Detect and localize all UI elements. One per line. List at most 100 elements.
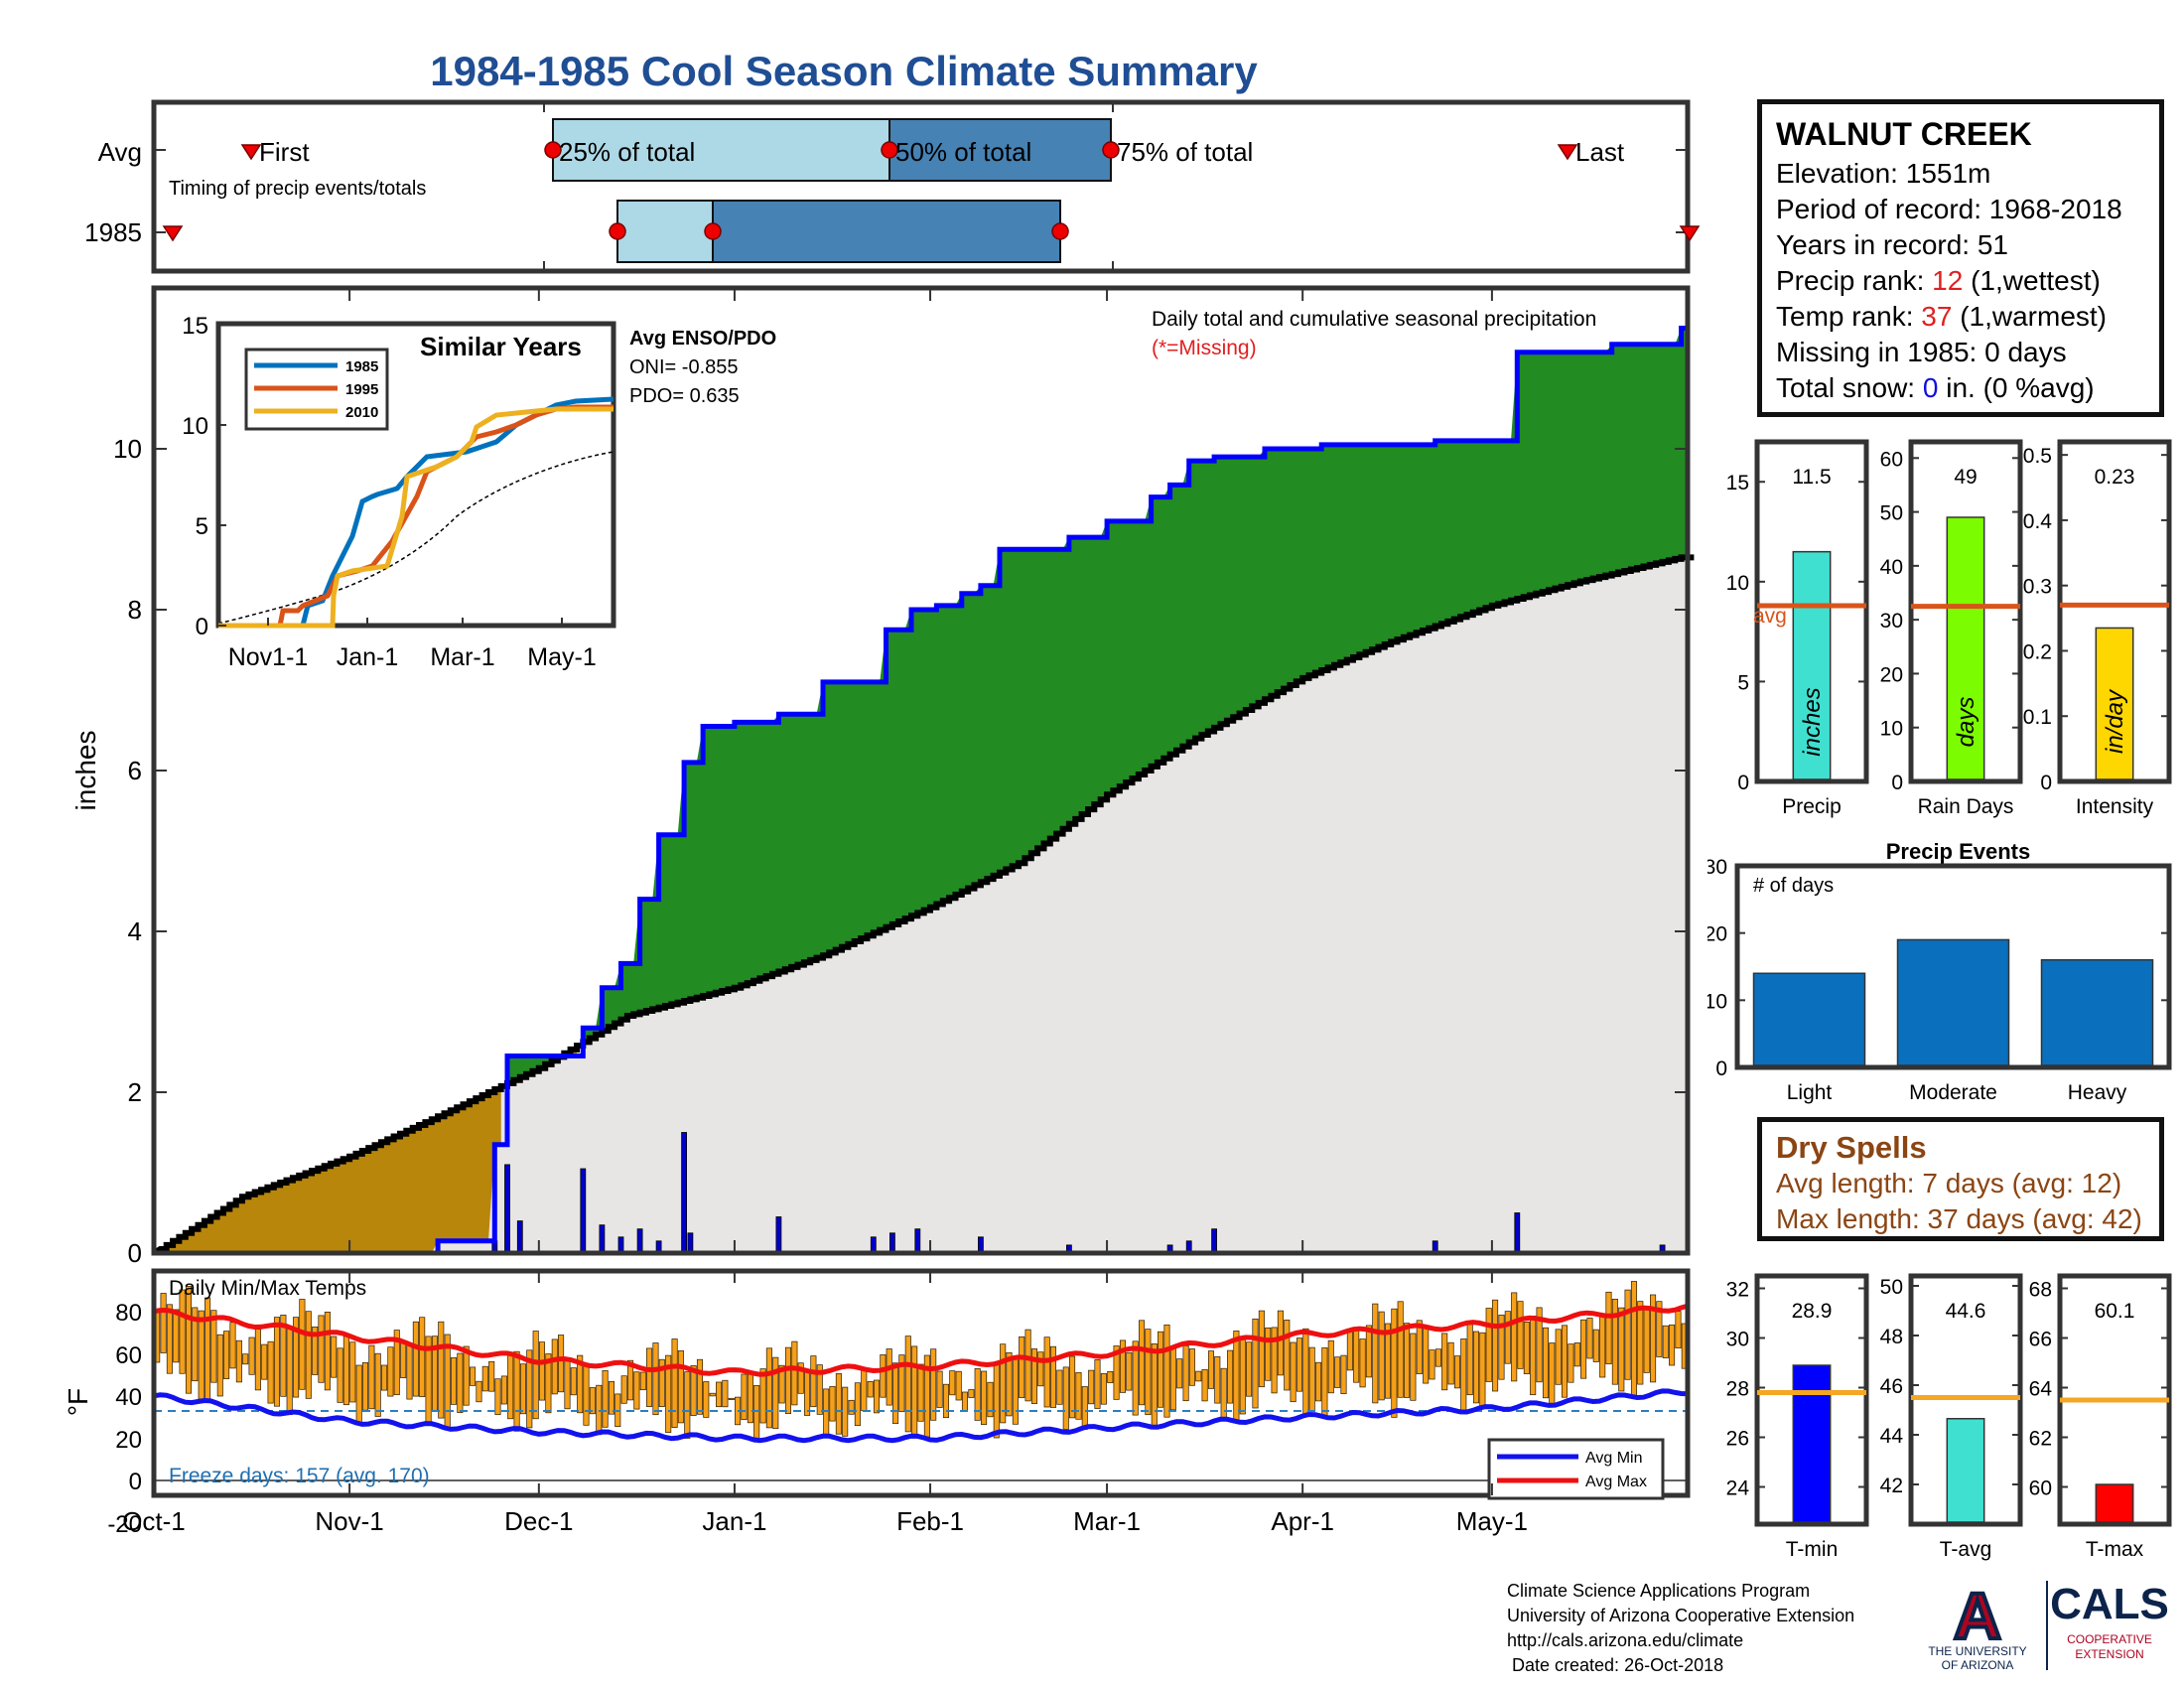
- daily-temp-bar: [848, 1399, 855, 1415]
- daily-temp-bar: [1378, 1311, 1385, 1401]
- daily-total-note: Daily total and cumulative seasonal prec…: [1152, 308, 1596, 331]
- daily-temp-bar: [374, 1352, 381, 1417]
- daily-temp-bar: [1404, 1323, 1411, 1398]
- events-category: Moderate: [1909, 1081, 1997, 1104]
- timing-p25-label: 25% of total: [559, 137, 695, 167]
- daily-temp-bar: [1561, 1325, 1569, 1398]
- daily-temp-bar: [759, 1368, 766, 1424]
- total-snow: Total snow: 0 in. (0 %avg): [1776, 370, 2145, 406]
- daily-temp-bar: [981, 1370, 988, 1425]
- tavg-chart: 42 44 46 48 50 44.6 T-avg: [1880, 1273, 2023, 1561]
- cumulative-1985-line: [154, 326, 1688, 1256]
- daily-precip-bar: [775, 1216, 782, 1254]
- intensity-chart-tick: 0.4: [2023, 510, 2053, 533]
- avg-25-50-box: [552, 118, 890, 182]
- daily-temp-bar: [873, 1379, 881, 1414]
- missing-note: (*=Missing): [1152, 337, 1257, 359]
- daily-temp-bar: [248, 1336, 255, 1375]
- precip-total-chart: 0 5 10 15 avg 11.5 inches Precip: [1726, 439, 1869, 818]
- credit-line: Date created: 26-Oct-2018: [1507, 1655, 1724, 1675]
- daily-temp-bar: [898, 1354, 905, 1413]
- daily-temp-bar: [273, 1317, 281, 1407]
- precip-total-chart-tick: 0: [1737, 772, 1749, 794]
- tmin-chart-tick: 30: [1726, 1329, 1749, 1351]
- events-ytick: 20: [1707, 923, 1727, 946]
- ua-a-logo-icon: A: [1954, 1579, 2001, 1652]
- daily-temp-bar: [968, 1389, 975, 1398]
- y1985-p75-dot: [1051, 222, 1069, 240]
- timing-panel: Avg 1985 First 25% of total 50% of total…: [84, 99, 1701, 274]
- daily-temp-bar: [1321, 1347, 1328, 1416]
- precip-rank-prefix: Precip rank:: [1776, 265, 1933, 296]
- daily-temp-bar: [829, 1385, 836, 1422]
- daily-temp-bar: [716, 1381, 723, 1408]
- daily-temp-bar: [1523, 1322, 1530, 1374]
- tmax-chart-tick: 64: [2029, 1378, 2053, 1401]
- daily-temp-bar: [361, 1361, 369, 1411]
- daily-temp-bar: [1043, 1336, 1050, 1408]
- temp-rank-prefix: Temp rank:: [1776, 301, 1922, 332]
- daily-temp-bar: [1643, 1308, 1650, 1373]
- elevation: Elevation: 1551m: [1776, 158, 1991, 189]
- daily-temp-bar: [507, 1351, 514, 1420]
- tavg-chart-tick: 48: [1880, 1326, 1903, 1348]
- month-x-ticks: Oct-1 Nov-1 Dec-1 Jan-1 Feb-1 Mar-1 Apr-1 May-1: [122, 288, 1528, 1536]
- cals-line1: COOPERATIVE: [2067, 1632, 2152, 1646]
- rain-days-chart: 0 10 20 30 40 50 60 49 days Rain Days: [1880, 439, 2023, 818]
- daily-temp-bar: [911, 1345, 918, 1437]
- daily-temp-bar: [318, 1315, 325, 1383]
- daily-temp-bar: [671, 1338, 678, 1428]
- daily-temp-bar: [1384, 1323, 1392, 1399]
- daily-temp-bar: [299, 1299, 306, 1390]
- daily-temp-bar: [1019, 1336, 1025, 1398]
- daily-temp-bar: [1100, 1373, 1107, 1405]
- precip-total-chart-unit: inches: [1799, 687, 1826, 756]
- daily-temp-bar: [1258, 1310, 1265, 1388]
- daily-temp-bar: [179, 1289, 186, 1374]
- daily-temp-bar: [205, 1297, 211, 1401]
- side-charts-svg: 0 5 10 15 avg 11.5 inches Precip 0 10 20 30 40 50 60 49…: [1707, 439, 2172, 1561]
- daily-temp-bar: [842, 1386, 849, 1437]
- precip-rank-value: 12: [1932, 265, 1964, 296]
- daily-temp-bar: [1416, 1320, 1423, 1374]
- daily-temp-bar: [254, 1329, 261, 1391]
- ua-cals-logo: A THE UNIVERSITY OF ARIZONA CALS COOPERA…: [1928, 1577, 2169, 1672]
- station-info-box: WALNUT CREEK Elevation: 1551m Period of …: [1757, 99, 2164, 417]
- rain-days-chart-tick: 30: [1880, 610, 1903, 633]
- daily-temp-bar: [1397, 1301, 1404, 1398]
- legend-avg-max: Avg Max: [1585, 1474, 1647, 1490]
- daily-temp-bar: [438, 1321, 445, 1419]
- tmax-chart-tick: 68: [2029, 1279, 2052, 1302]
- period-of-record: Period of record: 1968-2018: [1776, 194, 2122, 224]
- credit-line[interactable]: http://cals.arizona.edu/climate: [1507, 1630, 1744, 1650]
- daily-temp-bar: [1447, 1341, 1454, 1385]
- timing-avg-bars: [240, 118, 1578, 182]
- daily-temp-bar: [652, 1342, 659, 1416]
- events-category: Heavy: [2068, 1081, 2127, 1104]
- daily-temp-bar: [1315, 1361, 1322, 1402]
- daily-temp-bar: [160, 1293, 167, 1353]
- daily-precip-bar: [516, 1220, 523, 1254]
- daily-temp-bar: [368, 1344, 375, 1410]
- daily-temp-bar: [532, 1331, 539, 1420]
- tmin-chart-tick: 28: [1726, 1378, 1749, 1401]
- inset-xtick: Mar-1: [430, 643, 494, 671]
- daily-precip-bar: [1211, 1228, 1217, 1254]
- daily-temp-bar: [1453, 1355, 1461, 1389]
- daily-temp-bar: [229, 1322, 236, 1369]
- timing-caption: Timing of precip events/totals: [169, 178, 426, 200]
- daily-precip-bar: [687, 1232, 694, 1254]
- daily-temp-bar: [589, 1387, 596, 1415]
- avg-first-marker: [240, 144, 262, 161]
- daily-temp-bar: [1517, 1301, 1524, 1369]
- daily-temp-bar: [1327, 1339, 1334, 1394]
- daily-temp-bar: [1081, 1386, 1088, 1430]
- daily-temp-bar: [728, 1397, 735, 1400]
- credits: Climate Science Applications Program Uni…: [1507, 1579, 1854, 1678]
- events-bar: [2040, 958, 2154, 1066]
- daily-temp-bar: [1088, 1369, 1095, 1405]
- tmin-chart-bar: [1792, 1364, 1832, 1523]
- month-xtick: Apr-1: [1271, 1506, 1334, 1536]
- tmax-chart-bar: [2095, 1483, 2134, 1523]
- month-xtick: Feb-1: [896, 1506, 964, 1536]
